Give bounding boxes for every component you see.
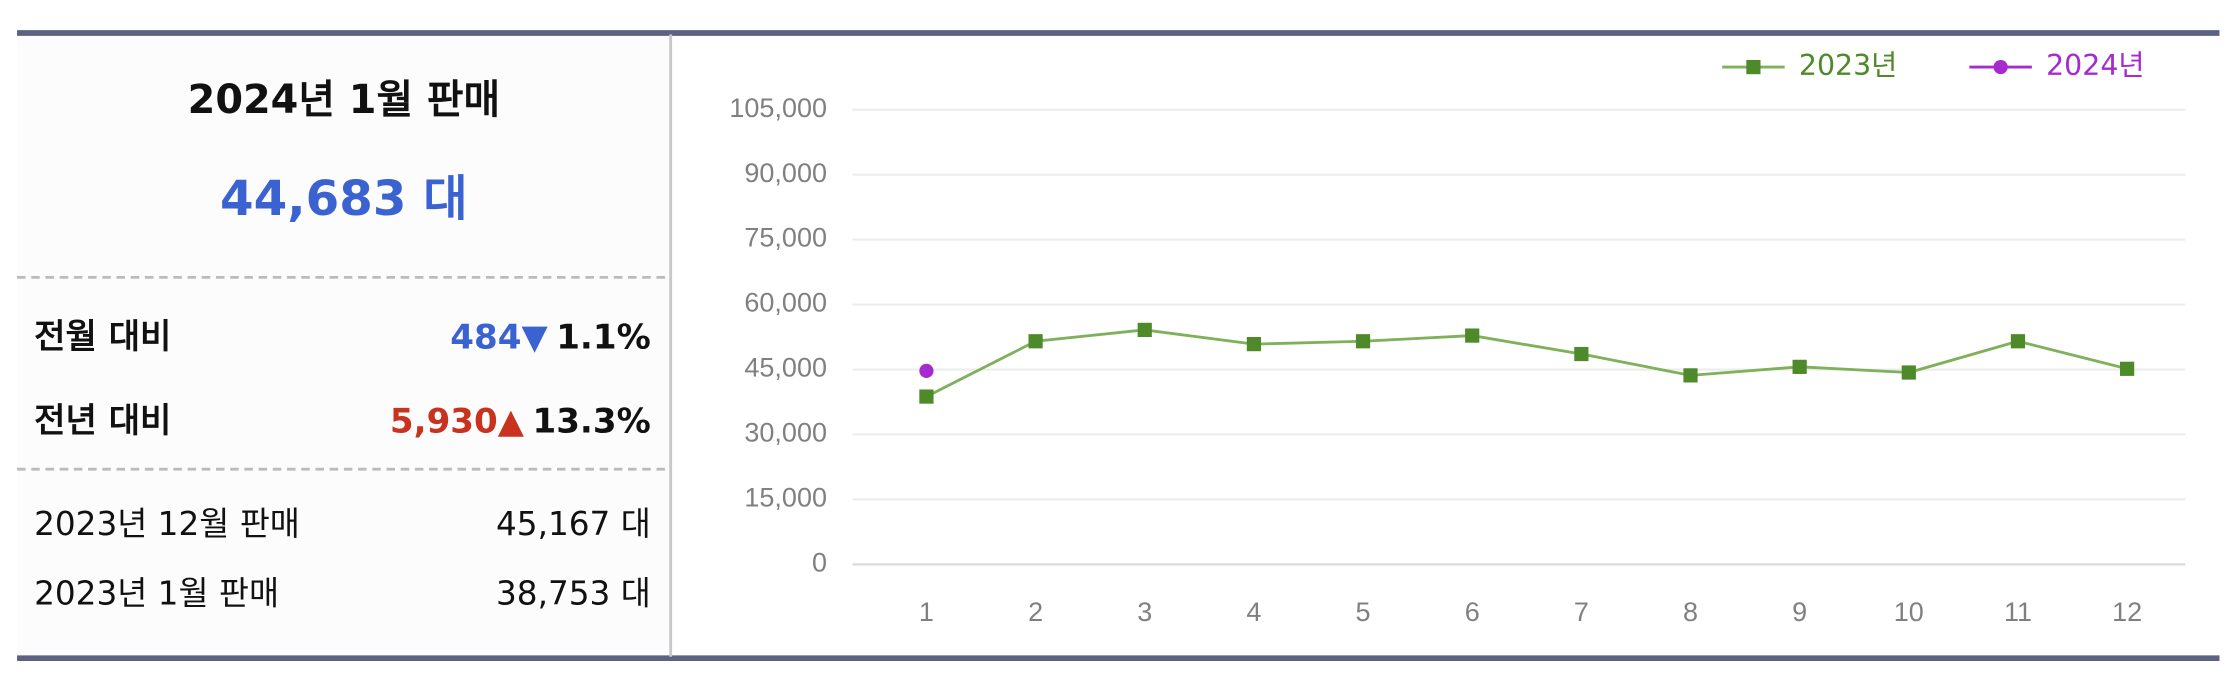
x-tick-label: 11: [2004, 597, 2032, 627]
summary-total: 44,683 대: [220, 171, 468, 227]
y-tick-label: 0: [812, 548, 827, 578]
y-tick-label: 105,000: [729, 93, 827, 123]
comparison-value: 484▼ 1.1%: [450, 317, 650, 357]
history-value: 38,753 대: [496, 575, 651, 613]
x-tick-label: 6: [1465, 597, 1480, 627]
rate: 13.3%: [532, 401, 650, 441]
x-tick-label: 1: [919, 597, 934, 627]
y-tick-label: 90,000: [744, 158, 827, 188]
x-tick-label: 3: [1137, 597, 1152, 627]
legend-label: 2023년: [1799, 49, 1897, 82]
summary-panel: [17, 34, 671, 657]
legend-marker: [1993, 59, 2008, 75]
x-tick-label: 7: [1574, 597, 1589, 627]
line-chart: 015,00030,00045,00060,00075,00090,000105…: [729, 49, 2186, 627]
change: 5,930▲: [390, 401, 525, 441]
data-point: [1028, 334, 1043, 349]
data-point: [1465, 328, 1480, 343]
comparison-value: 5,930▲ 13.3%: [390, 401, 651, 441]
x-tick-label: 9: [1792, 597, 1807, 627]
data-point: [919, 389, 934, 404]
legend-label: 2024년: [2046, 49, 2144, 82]
comparison-label: 전월 대비: [34, 317, 171, 357]
data-point: [919, 363, 934, 379]
x-tick-label: 12: [2112, 597, 2142, 627]
y-tick-label: 45,000: [744, 353, 827, 383]
data-point: [1246, 337, 1262, 352]
data-point: [1574, 346, 1589, 362]
y-tick-label: 15,000: [744, 483, 827, 513]
history-label: 2023년 1월 판매: [34, 575, 279, 613]
data-point: [1355, 334, 1371, 349]
data-point: [1683, 368, 1698, 383]
change: 484▼: [450, 317, 548, 357]
data-point: [1901, 365, 1916, 380]
y-tick-label: 60,000: [744, 288, 827, 318]
y-tick-label: 30,000: [744, 418, 827, 448]
y-tick-label: 75,000: [744, 223, 827, 253]
x-tick-label: 4: [1246, 597, 1261, 627]
x-tick-label: 2: [1028, 597, 1043, 627]
comparison-label: 전년 대비: [34, 401, 171, 441]
history-label: 2023년 12월 판매: [34, 505, 300, 543]
data-point: [1792, 359, 1807, 374]
data-point: [2120, 361, 2135, 376]
legend-marker: [1746, 59, 1761, 75]
summary-title: 2024년 1월 판매: [188, 77, 500, 123]
x-tick-label: 10: [1894, 597, 1924, 627]
data-point: [1137, 322, 1152, 338]
rate: 1.1%: [556, 317, 651, 357]
data-point: [2010, 334, 2026, 349]
series-line: [925, 328, 2128, 398]
history-value: 45,167 대: [496, 505, 651, 543]
x-tick-label: 8: [1683, 597, 1698, 627]
x-tick-label: 5: [1356, 597, 1371, 627]
